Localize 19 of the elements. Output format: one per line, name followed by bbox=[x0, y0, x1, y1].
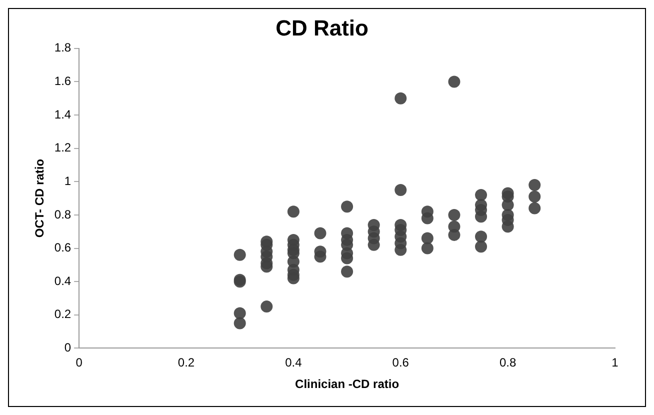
x-tick-label: 0 bbox=[76, 356, 83, 370]
y-tick-label: 0.8 bbox=[54, 207, 72, 222]
x-tick-label: 0.8 bbox=[499, 356, 516, 370]
y-tick-label: 0.2 bbox=[54, 307, 72, 322]
y-tick-label: 1.6 bbox=[54, 74, 72, 88]
x-axis-title: Clinician -CD ratio bbox=[295, 377, 400, 392]
y-tick-label: 0 bbox=[64, 340, 72, 355]
x-tick-label: 0.2 bbox=[178, 356, 195, 370]
y-tick-label: 1.2 bbox=[54, 140, 72, 155]
y-tick-label: 1.4 bbox=[54, 107, 72, 122]
y-tick-label: 0.6 bbox=[54, 240, 72, 255]
y-tick-label: 1 bbox=[64, 174, 72, 188]
x-tick-label: 0.6 bbox=[392, 356, 410, 370]
chart-title: CD Ratio bbox=[276, 15, 368, 40]
y-tick-label: 0.4 bbox=[54, 274, 72, 288]
x-tick-label: 1 bbox=[612, 356, 619, 370]
x-tick-label: 0.4 bbox=[285, 356, 302, 370]
y-tick-label: 1.8 bbox=[54, 40, 72, 55]
y-axis-title: OCT- CD ratio bbox=[32, 158, 47, 238]
